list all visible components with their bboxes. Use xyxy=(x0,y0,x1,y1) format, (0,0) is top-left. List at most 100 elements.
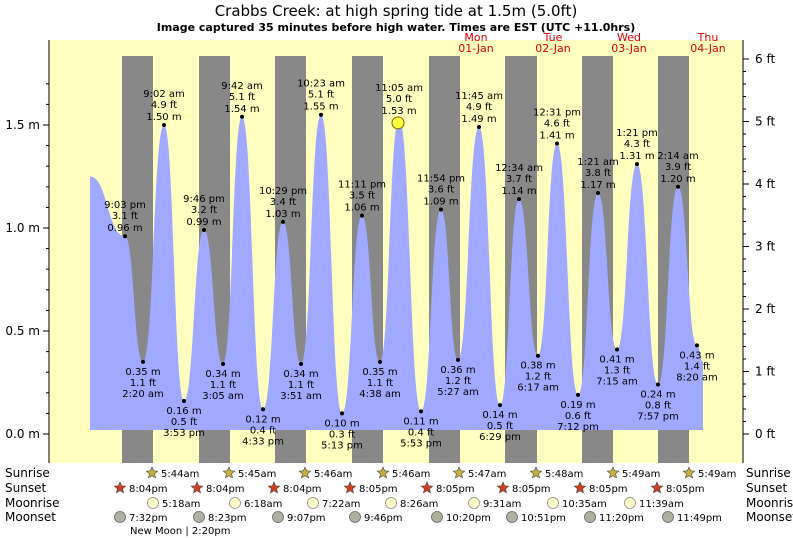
tide-curve xyxy=(90,114,703,430)
moonset-icon xyxy=(114,511,126,523)
tide-meters: 0.38 m xyxy=(520,361,555,372)
astro-label-right: Moonrise xyxy=(746,496,793,510)
sunrise-time: 5:49am xyxy=(698,469,736,480)
astro-label-right: Sunset xyxy=(746,481,787,495)
tide-feet: 0.5 ft xyxy=(171,417,197,428)
sunset-icon xyxy=(496,481,510,494)
moonset-time: 11:20pm xyxy=(599,513,644,524)
sunset-icon xyxy=(267,481,281,494)
tide-time: 6:17 am xyxy=(517,383,559,394)
tide-time: 9:42 am xyxy=(221,81,263,92)
tide-feet: 5.1 ft xyxy=(308,90,334,101)
sunset-time: 8:04pm xyxy=(129,484,168,495)
day-date: 02-Jan xyxy=(535,42,571,55)
tide-time: 11:54 pm xyxy=(417,173,465,184)
tide-time: 12:31 pm xyxy=(533,108,581,119)
left-axis-meters: 0.0 m 0.5 m 1.0 m 1.5 m xyxy=(5,40,50,463)
moonrise-icon xyxy=(147,497,159,509)
sunset-time: 8:05pm xyxy=(512,484,551,495)
moonrise-time: 7:22am xyxy=(322,499,360,510)
moonrise-time: 10:35am xyxy=(562,499,607,510)
right-tick-label: 5 ft xyxy=(755,115,775,129)
sunset-icon xyxy=(650,481,664,494)
tide-time: 1:21 am xyxy=(577,157,619,168)
tide-time: 5:13 pm xyxy=(321,440,363,451)
tide-feet: 4.6 ft xyxy=(544,119,570,130)
moonset-icon xyxy=(272,511,284,523)
sunrise-icon xyxy=(145,466,159,479)
tide-time: 4:38 am xyxy=(359,389,401,400)
tide-meters: 0.10 m xyxy=(324,418,359,429)
tide-point xyxy=(182,399,186,404)
tide-point xyxy=(439,207,443,212)
astro-label-left: Sunrise xyxy=(5,466,50,480)
tide-meters: 0.36 m xyxy=(440,365,475,376)
tide-point xyxy=(635,162,639,167)
moonrise-icon xyxy=(624,497,636,509)
tide-feet: 1.4 ft xyxy=(684,361,710,372)
tide-meters: 0.41 m xyxy=(599,355,634,366)
left-tick-label: 1.0 m xyxy=(5,221,40,235)
sunrise-icon xyxy=(298,466,312,479)
tide-time: 7:57 pm xyxy=(637,412,679,423)
tide-feet: 4.3 ft xyxy=(624,139,650,150)
right-tick-label: 1 ft xyxy=(755,365,775,379)
sunrise-icon xyxy=(452,466,466,479)
sunset-icon xyxy=(343,481,357,494)
tide-point xyxy=(281,219,285,224)
tide-feet: 1.1 ft xyxy=(288,380,314,391)
tide-point xyxy=(576,392,580,397)
chart-subtitle: Image captured 35 minutes before high wa… xyxy=(157,21,636,34)
moonset-icon xyxy=(193,511,205,523)
new-moon-label: New Moon | 2:20pm xyxy=(130,526,230,537)
tide-meters: 0.96 m xyxy=(107,223,142,234)
tide-feet: 1.2 ft xyxy=(525,372,551,383)
tide-time: 10:29 pm xyxy=(259,186,307,197)
tide-feet: 1.1 ft xyxy=(367,378,393,389)
sunset-time: 8:04pm xyxy=(283,484,322,495)
tide-meters: 0.14 m xyxy=(482,410,517,421)
day-date: 01-Jan xyxy=(458,42,494,55)
sunrise-time: 5:47am xyxy=(468,469,506,480)
tide-meters: 1.50 m xyxy=(146,112,181,123)
astro-label-left: Sunset xyxy=(5,481,46,495)
left-tick-label: 0.5 m xyxy=(5,324,40,338)
astro-label-left: Moonset xyxy=(5,510,56,524)
tide-point xyxy=(299,361,303,366)
tide-meters: 0.34 m xyxy=(205,369,240,380)
tide-point xyxy=(555,141,559,146)
tide-meters: 1.53 m xyxy=(381,106,416,117)
tide-point xyxy=(517,197,521,202)
tide-feet: 0.4 ft xyxy=(250,425,276,436)
tide-meters: 0.12 m xyxy=(245,414,280,425)
tide-point xyxy=(261,407,265,412)
tide-point xyxy=(536,353,540,358)
day-date: 04-Jan xyxy=(690,42,726,55)
moonrise-icon xyxy=(547,497,559,509)
sunset-icon xyxy=(573,481,587,494)
tide-meters: 0.35 m xyxy=(125,367,160,378)
tide-time: 2:14 am xyxy=(657,151,699,162)
day-name: Tue xyxy=(543,31,563,44)
tide-feet: 4.9 ft xyxy=(466,102,492,113)
tide-annotations: 9:03 pm3.1 ft0.96 m0.35 m1.1 ft2:20 am9:… xyxy=(104,79,718,452)
tide-time: 8:20 am xyxy=(676,372,718,383)
tide-feet: 3.2 ft xyxy=(191,205,217,216)
tide-point xyxy=(123,234,127,239)
tide-feet: 5.1 ft xyxy=(229,92,255,103)
tide-time: 4:33 pm xyxy=(242,436,284,447)
tide-time: 7:12 pm xyxy=(557,422,599,433)
tide-meters: 0.16 m xyxy=(166,406,201,417)
sunset-icon xyxy=(190,481,204,494)
tide-time: 10:23 am xyxy=(297,79,345,90)
sunrise-time: 5:48am xyxy=(545,469,583,480)
tide-time: 7:15 am xyxy=(596,377,638,388)
tide-point xyxy=(498,403,502,408)
current-tide-marker xyxy=(391,116,405,130)
tide-meters: 1.41 m xyxy=(539,131,574,142)
tide-time: 11:11 pm xyxy=(338,180,386,191)
tide-point xyxy=(240,114,244,119)
sunset-time: 8:05pm xyxy=(589,484,628,495)
